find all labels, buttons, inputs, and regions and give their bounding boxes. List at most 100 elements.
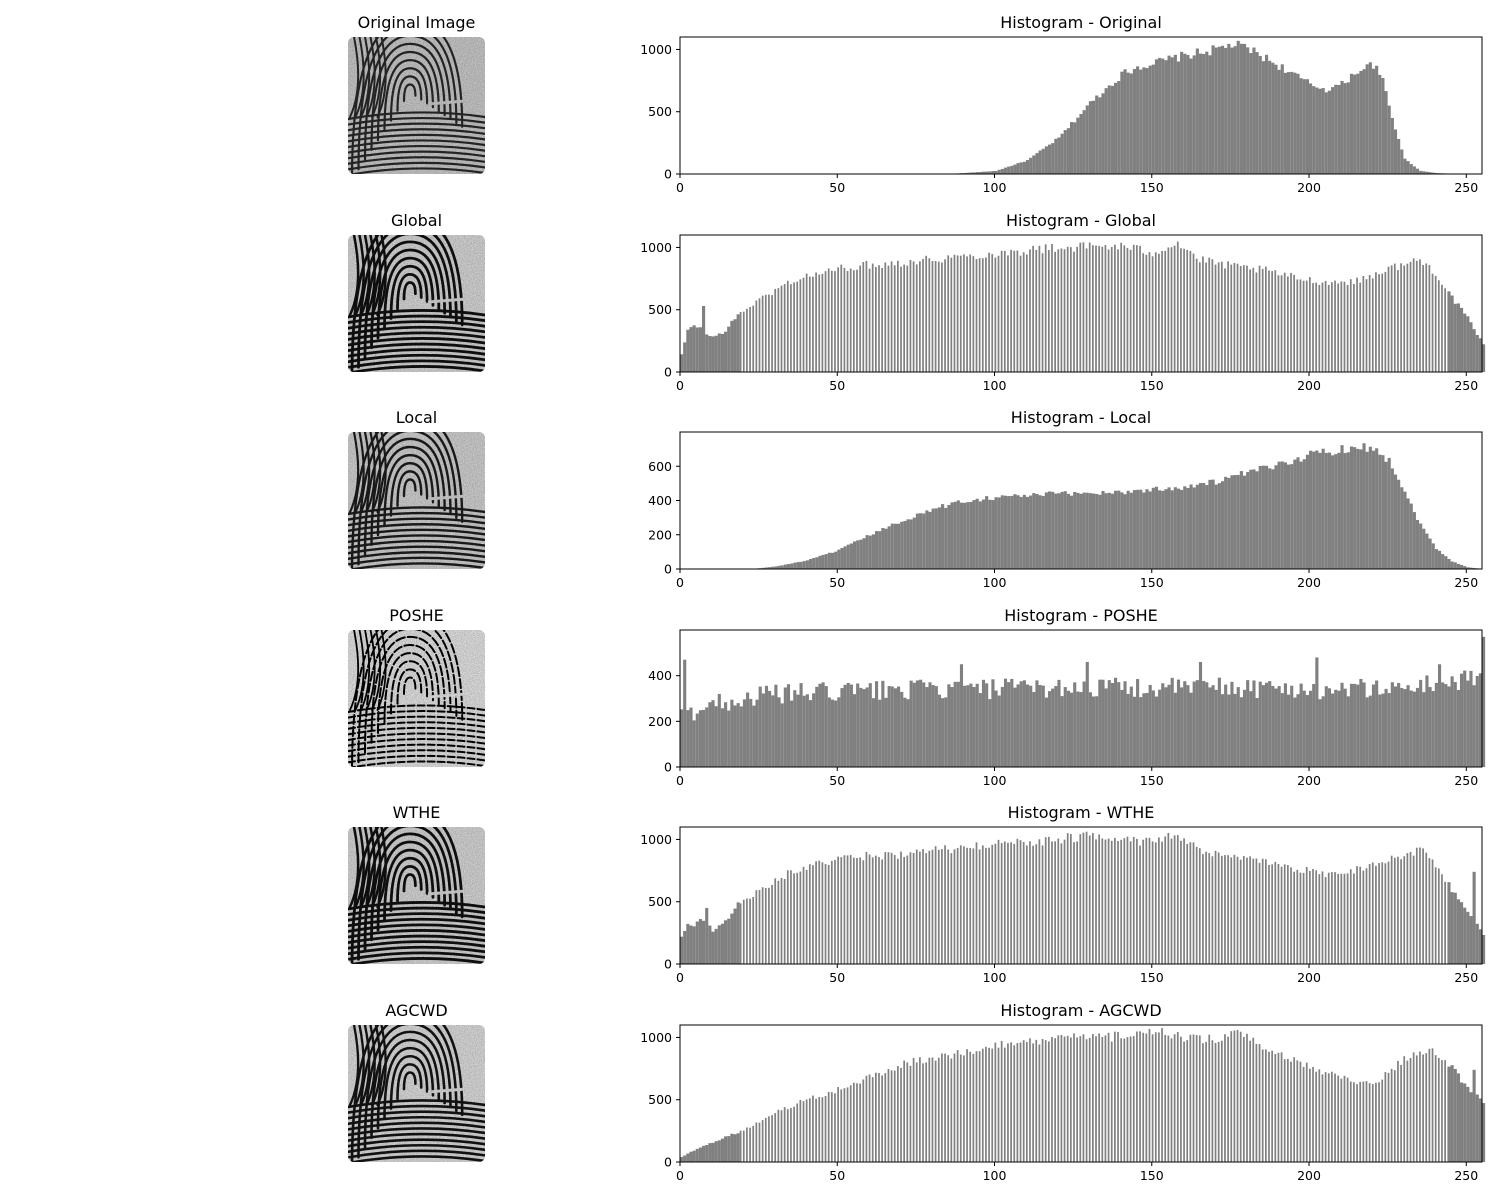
histogram-bar [1296,1060,1299,1162]
histogram-chart: Histogram - Original 0 50 100 150 200 250 0 500 1… [640,13,1483,195]
histogram-bar [1456,899,1460,964]
histogram-bar [1202,854,1204,964]
axes-frame [679,36,1483,175]
histogram-bar [915,680,920,767]
histogram-bar [906,855,909,964]
histogram-bar [1154,1032,1157,1162]
histogram-bar [915,264,918,372]
histogram-bar [1101,490,1105,569]
histogram-bar [768,1116,770,1162]
histogram-bar [1183,681,1187,767]
histogram-bar [698,327,702,372]
histogram-bar [1453,682,1457,767]
histogram-bar [1029,841,1031,964]
histogram-bar [1101,1036,1104,1162]
histogram-bar [878,857,880,964]
x-tick-label: 50 [829,970,845,985]
histogram-bar [1252,267,1255,372]
histogram-bar [1161,490,1165,569]
histogram-bar [1032,692,1036,767]
histogram-bar [1051,1036,1053,1162]
histogram-bar [714,706,718,767]
axes-frame [679,234,1483,373]
histogram-bar [799,561,803,569]
histogram-bar [1359,678,1363,767]
histogram-bar [692,1150,696,1162]
chart-title: Histogram - Local [1011,408,1151,427]
histogram-bar [1101,246,1104,372]
fingerprint-texture [348,1025,485,1162]
histogram-bar [1195,846,1198,964]
histogram-bar [1425,675,1429,767]
histogram-bar [1205,485,1209,569]
histogram-bar [1368,446,1372,569]
histogram-bar [1180,687,1184,767]
histogram-bar [1463,907,1467,964]
histogram-bar [1104,839,1107,964]
histogram-bar [1186,685,1190,767]
x-tick-label: 0 [676,1168,684,1183]
histogram-bar [1220,855,1223,964]
histogram-bar [1107,249,1110,372]
histogram-bar [1214,264,1217,372]
histogram-bar [771,695,775,767]
histogram-bar [1280,866,1283,964]
x-tick-label: 250 [1454,180,1478,195]
histogram-bar [875,681,879,767]
histogram-bar [931,685,935,767]
histogram-bar [1088,692,1092,767]
histogram-bar [708,1143,712,1162]
histogram-bar [827,697,831,767]
histogram-bar [1478,929,1482,964]
chart-title: Histogram - Original [1000,13,1162,32]
histogram-bar [1076,1037,1078,1162]
histogram-bar [815,557,819,569]
histogram-bar [1069,495,1074,569]
histogram-bar [1142,693,1146,767]
histogram-bar [1000,495,1004,569]
histogram-bar [1214,484,1218,569]
histogram-bar [1456,303,1460,372]
histogram-bar [1321,282,1324,372]
histogram-bar [808,1098,811,1162]
histogram-bar [1007,1043,1009,1162]
histogram-bar [1283,1059,1286,1162]
histogram-bar [1114,82,1118,174]
histogram-bar [1302,459,1306,569]
histogram-bar [1136,1031,1138,1162]
histogram-bar [1035,680,1039,767]
histogram-bar [1126,72,1130,174]
histogram-bar [695,1148,699,1162]
histogram-bar [1375,680,1379,767]
histogram-bar [1466,567,1470,569]
histogram-bar [1387,861,1390,964]
histogram-bar [1409,690,1413,767]
histogram-bar [777,880,780,964]
histogram-bar [1246,472,1250,569]
histogram-bar [1419,170,1423,174]
histogram-bar [1381,273,1384,372]
histogram-bar [1283,864,1286,964]
histogram-bar [1463,313,1467,372]
histogram-bar [1249,469,1253,569]
histogram-bar [1092,1034,1094,1162]
histogram-bar [991,500,995,569]
histogram-bar [1107,492,1111,569]
histogram-bar [1353,683,1357,767]
histogram-bar [1356,866,1358,964]
histogram-bar [997,695,1001,767]
histogram-bar [1010,249,1012,372]
histogram-bar [1428,858,1431,964]
histogram-bar [1060,248,1063,372]
histogram-bar [1192,487,1196,569]
histogram-bar [1082,492,1086,569]
histogram-bar [1368,695,1372,767]
histogram-bar [1007,166,1011,174]
histogram-bar [1353,1082,1355,1162]
histogram-bar [1290,272,1292,372]
histogram-bar [1085,248,1088,372]
histogram-bar [1151,1034,1154,1162]
x-tick-label: 250 [1454,773,1478,788]
histogram-bar [868,1074,871,1162]
histogram-chart: Histogram - WTHE 0 50 100 150 200 250 0 500 1000 [640,803,1486,985]
